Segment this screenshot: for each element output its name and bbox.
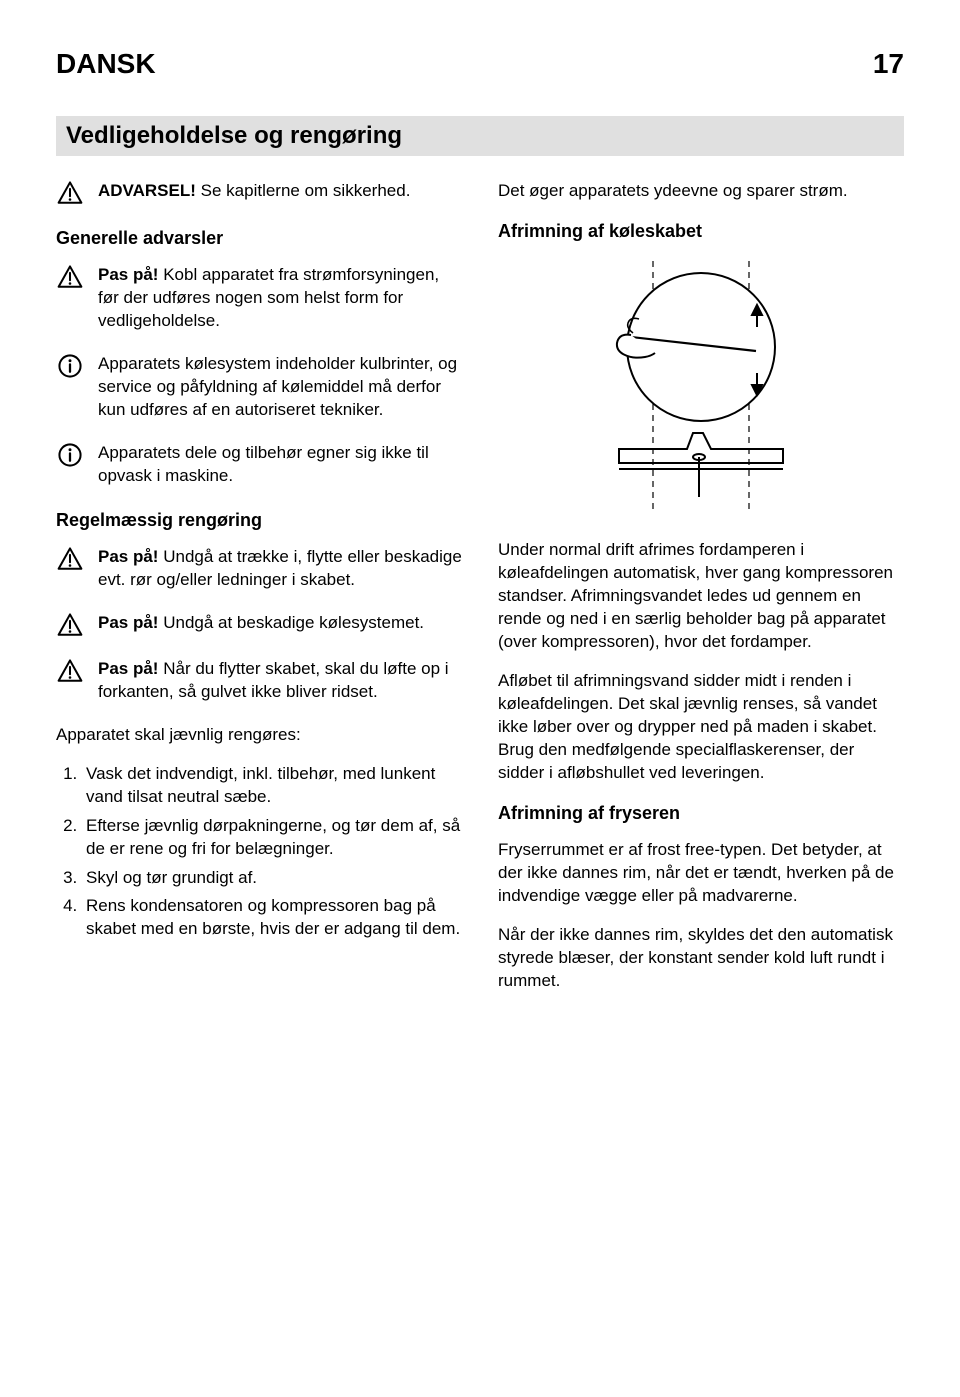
warn1-text: Pas på! Kobl apparatet fra strømforsynin…: [98, 264, 462, 333]
section-title: Vedligeholdelse og rengøring: [56, 116, 904, 156]
fryser-heading: Afrimning af fryseren: [498, 801, 904, 825]
info2-text: Apparatets dele og tilbehør egner sig ik…: [98, 442, 462, 488]
warn4-text: Pas på! Når du flytter skabet, skal du l…: [98, 658, 462, 704]
right-para2: Afløbet til afrimningsvand sidder midt i…: [498, 670, 904, 785]
generelle-heading: Generelle advarsler: [56, 226, 462, 250]
warn1-block: Pas på! Kobl apparatet fra strømforsynin…: [56, 264, 462, 333]
steps-list: Vask det indvendigt, inkl. tilbehør, med…: [56, 763, 462, 942]
warn4-bold: Pas på!: [98, 659, 158, 678]
warning-icon: [57, 612, 83, 638]
warn2-bold: Pas på!: [98, 547, 158, 566]
right-top-para: Det øger apparatets ydeevne og sparer st…: [498, 180, 904, 203]
page-header: DANSK 17: [56, 48, 904, 80]
left-column: ADVARSEL! Se kapitlerne om sikkerhed. Ge…: [56, 180, 462, 1009]
advarsel-rest: Se kapitlerne om sikkerhed.: [196, 181, 411, 200]
advarsel-text: ADVARSEL! Se kapitlerne om sikkerhed.: [98, 180, 462, 206]
step-item: Rens kondensatoren og kompressoren bag p…: [82, 895, 462, 941]
warning-icon: [57, 546, 83, 572]
warning-icon: [57, 180, 83, 206]
right-column: Det øger apparatets ydeevne og sparer st…: [498, 180, 904, 1009]
right-para1: Under normal drift afrimes fordamperen i…: [498, 539, 904, 654]
warn3-text: Pas på! Undgå at beskadige kølesystemet.: [98, 612, 462, 638]
step-item: Skyl og tør grundigt af.: [82, 867, 462, 890]
right-para4: Når der ikke dannes rim, skyldes det den…: [498, 924, 904, 993]
warn1-bold: Pas på!: [98, 265, 158, 284]
warn4-block: Pas på! Når du flytter skabet, skal du l…: [56, 658, 462, 704]
content-columns: ADVARSEL! Se kapitlerne om sikkerhed. Ge…: [56, 180, 904, 1009]
warn2-text: Pas på! Undgå at trække i, flytte eller …: [98, 546, 462, 592]
warn3-bold: Pas på!: [98, 613, 158, 632]
advarsel-block: ADVARSEL! Se kapitlerne om sikkerhed.: [56, 180, 462, 206]
info-icon: [57, 353, 83, 379]
advarsel-bold: ADVARSEL!: [98, 181, 196, 200]
warning-icon: [57, 264, 83, 290]
afrimning-heading: Afrimning af køleskabet: [498, 219, 904, 243]
language-label: DANSK: [56, 48, 156, 80]
warning-icon: [57, 658, 83, 684]
info1-text: Apparatets kølesystem indeholder kulbrin…: [98, 353, 462, 422]
regel-heading: Regelmæssig rengøring: [56, 508, 462, 532]
step-item: Vask det indvendigt, inkl. tilbehør, med…: [82, 763, 462, 809]
page-number: 17: [873, 48, 904, 80]
info-icon: [57, 442, 83, 468]
defrost-illustration: [498, 257, 904, 517]
warn3-block: Pas på! Undgå at beskadige kølesystemet.: [56, 612, 462, 638]
right-para3: Fryserrummet er af frost free-typen. Det…: [498, 839, 904, 908]
info1-block: Apparatets kølesystem indeholder kulbrin…: [56, 353, 462, 422]
step-item: Efterse jævnlig dørpakningerne, og tør d…: [82, 815, 462, 861]
info2-block: Apparatets dele og tilbehør egner sig ik…: [56, 442, 462, 488]
warn2-block: Pas på! Undgå at trække i, flytte eller …: [56, 546, 462, 592]
warn3-rest: Undgå at beskadige kølesystemet.: [158, 613, 424, 632]
list-intro: Apparatet skal jævnlig rengøres:: [56, 724, 462, 747]
